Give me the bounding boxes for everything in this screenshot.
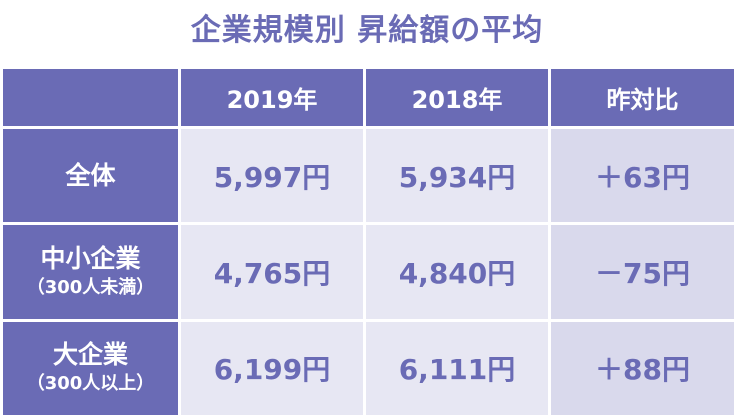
table-row: 中小企業 （300人未満） 4,765円 4,840円 －75円 — [0, 222, 734, 322]
value-2019: 5,997円 — [178, 126, 366, 226]
value-yoy: ＋63円 — [548, 126, 734, 226]
comparison-table: 2019年 2018年 昨対比 全体 5,997円 5,934円 ＋63円 中小… — [0, 65, 734, 418]
value-2019: 6,199円 — [178, 318, 366, 418]
row-header-all: 全体 — [0, 126, 181, 226]
value-2018: 5,934円 — [363, 126, 551, 226]
row-sublabel: （300人未満） — [26, 277, 155, 299]
value-2018: 6,111円 — [363, 318, 551, 418]
row-header-small-medium: 中小企業 （300人未満） — [0, 222, 181, 322]
value-2019: 4,765円 — [178, 222, 366, 322]
row-label: 大企業 — [52, 340, 128, 370]
row-header-large: 大企業 （300人以上） — [0, 318, 181, 418]
header-2019: 2019年 — [178, 65, 366, 130]
header-2018: 2018年 — [363, 65, 551, 130]
row-sublabel: （300人以上） — [26, 373, 155, 395]
row-label: 全体 — [65, 160, 116, 190]
row-label: 中小企業 — [40, 244, 141, 274]
table-row: 大企業 （300人以上） 6,199円 6,111円 ＋88円 — [0, 318, 734, 418]
table-header-row: 2019年 2018年 昨対比 — [0, 65, 734, 130]
header-corner-cell — [0, 65, 181, 130]
header-yoy: 昨対比 — [548, 65, 734, 130]
table-row: 全体 5,997円 5,934円 ＋63円 — [0, 126, 734, 226]
value-yoy: －75円 — [548, 222, 734, 322]
page-title: 企業規模別 昇給額の平均 — [190, 13, 544, 48]
value-yoy: ＋88円 — [548, 318, 734, 418]
value-2018: 4,840円 — [363, 222, 551, 322]
